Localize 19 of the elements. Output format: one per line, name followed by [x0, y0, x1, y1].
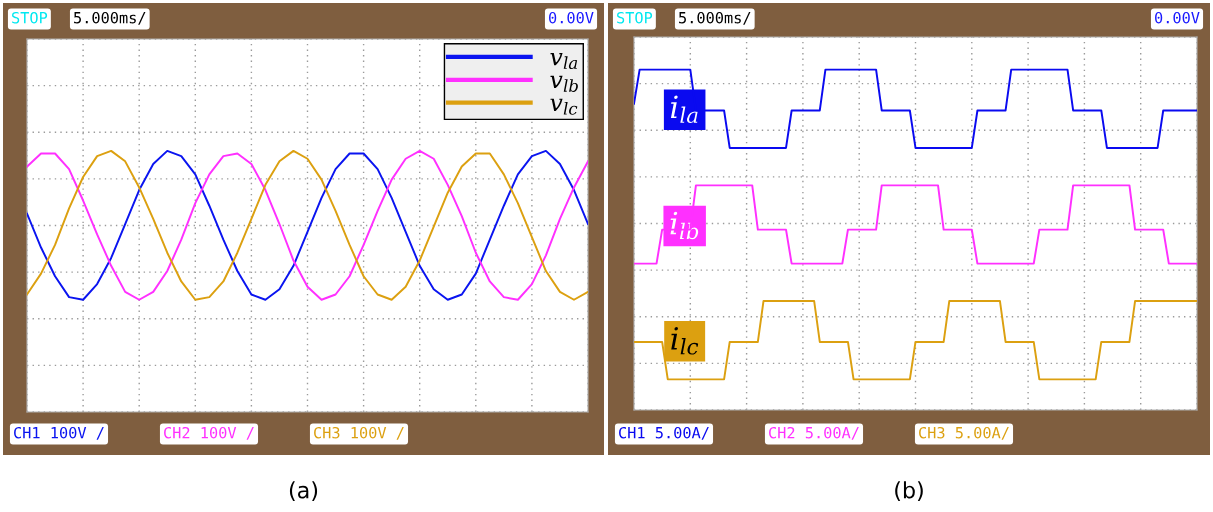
text: CH2 5.00A/: [769, 426, 859, 440]
legend-label: v$_{lb}$: [550, 75, 578, 92]
text: 5.000ms/: [679, 11, 751, 25]
x-axis-title: (a): [289, 481, 318, 502]
series-label: i$_{la}$: [670, 95, 698, 124]
text: STOP: [12, 11, 48, 24]
text: CH1 5.00A/: [619, 426, 709, 440]
text: 5.000ms/: [74, 11, 146, 25]
text: STOP: [617, 11, 653, 24]
text: CH1 100V /: [14, 426, 104, 440]
x-axis-title: (b): [895, 481, 923, 502]
text: CH3 100V /: [314, 426, 404, 440]
text: CH3 5.00A/: [919, 426, 1009, 440]
legend-label: v$_{lc}$: [550, 98, 578, 115]
series-label: i$_{lc}$: [671, 327, 699, 355]
text: CH2 100V /: [164, 426, 254, 440]
text: 0.00V: [549, 11, 594, 24]
legend-label: v$_{la}$: [550, 52, 578, 70]
text: 0.00V: [1155, 11, 1200, 24]
